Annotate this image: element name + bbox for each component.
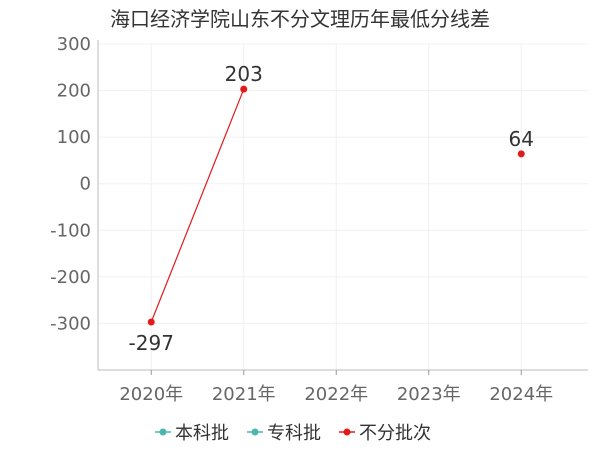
legend-item[interactable]: 专科批	[247, 423, 321, 444]
legend-label: 不分批次	[359, 423, 431, 444]
data-label: 203	[225, 62, 263, 86]
axes	[97, 40, 588, 371]
y-axis-ticks: 300 200 100 0 -100 -200 -300	[50, 34, 91, 334]
x-tick-label: 2020年	[119, 384, 183, 405]
x-axis-ticks: 2020年 2021年 2022年 2023年 2024年	[119, 370, 553, 405]
series-line-segment	[150, 88, 245, 323]
legend-label: 专科批	[267, 423, 321, 444]
x-tick-label: 2023年	[397, 384, 461, 405]
y-tick-label: -300	[50, 313, 91, 334]
chart-title: 海口经济学院山东不分文理历年最低分线差	[110, 7, 490, 31]
series-group: -297 203 64	[129, 62, 534, 355]
legend-label: 本科批	[175, 423, 229, 444]
legend-marker	[343, 428, 351, 436]
y-tick-label: 100	[57, 127, 91, 148]
legend-marker	[159, 428, 167, 436]
data-label: 64	[509, 127, 534, 151]
y-tick-label: -100	[50, 220, 91, 241]
grid-lines	[98, 43, 588, 370]
y-tick-label: 200	[57, 81, 91, 102]
y-tick-label: -200	[50, 267, 91, 288]
legend-item[interactable]: 不分批次	[339, 423, 431, 444]
y-tick-label: 300	[57, 34, 91, 55]
data-point	[147, 318, 155, 326]
x-tick-label: 2021年	[212, 384, 276, 405]
data-point	[517, 150, 525, 158]
x-tick-label: 2024年	[489, 384, 553, 405]
legend-item[interactable]: 本科批	[155, 423, 229, 444]
legend-marker	[251, 428, 259, 436]
legend: 本科批 专科批 不分批次	[155, 423, 431, 444]
data-point	[240, 85, 248, 93]
x-tick-label: 2022年	[304, 384, 368, 405]
data-label: -297	[129, 331, 174, 355]
y-tick-label: 0	[80, 174, 91, 195]
